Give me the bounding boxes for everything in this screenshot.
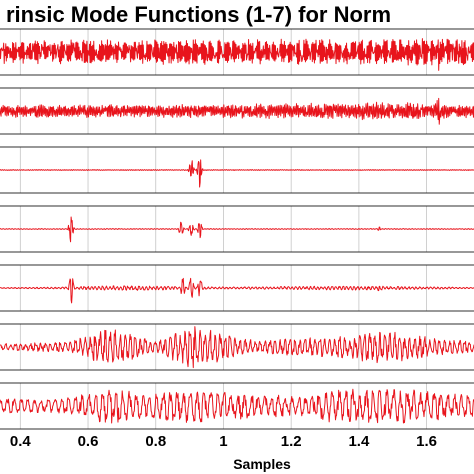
chart-title: rinsic Mode Functions (1-7) for Norm (6, 2, 391, 27)
x-tick-label-4: 1.2 (281, 433, 302, 450)
x-tick-label-2: 0.8 (145, 433, 166, 450)
imf-5-line (0, 277, 474, 304)
imf-3-line (0, 159, 474, 188)
imf-2-line (0, 97, 474, 125)
x-axis-label: Samples (233, 456, 291, 472)
border-layer (0, 28, 474, 430)
imf-4-line (0, 216, 474, 243)
imf-7-line (0, 388, 474, 424)
imf-7-panel (0, 382, 474, 430)
x-tick-label-1: 0.6 (78, 433, 99, 450)
imf-5-panel (0, 264, 474, 312)
imf-3-panel (0, 146, 474, 194)
signal-layer (0, 38, 474, 424)
imf-4-panel (0, 205, 474, 253)
imf-1-panel (0, 28, 474, 76)
x-tick-label-3: 1 (219, 433, 227, 450)
x-tick-label-0: 0.4 (10, 433, 32, 450)
imf-6-line (0, 326, 474, 369)
imf-1-line (0, 38, 474, 71)
imf-2-panel (0, 87, 474, 135)
x-tick-labels: 0.4 0.6 0.8 1 1.2 1.4 1.6 (10, 433, 437, 450)
x-tick-label-5: 1.4 (348, 433, 370, 450)
imf-6-panel (0, 323, 474, 371)
x-tick-label-6: 1.6 (416, 433, 437, 450)
